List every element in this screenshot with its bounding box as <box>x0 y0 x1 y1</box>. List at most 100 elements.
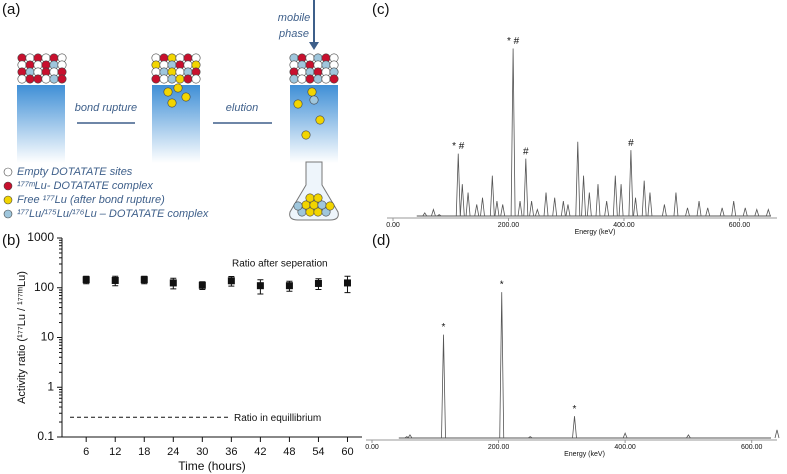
x-tick-label: 60 <box>341 446 353 458</box>
point <box>314 279 322 287</box>
particle <box>181 92 191 102</box>
point <box>82 276 90 284</box>
peak <box>647 192 653 217</box>
peak <box>595 184 601 217</box>
legend-label: ¹⁷⁷Lu/¹⁷⁵Lu/¹⁷⁶Lu – DOTATATE complex <box>17 208 209 220</box>
particle <box>305 193 315 203</box>
peak <box>422 212 428 217</box>
particle <box>313 193 323 203</box>
step-label: bond rupture <box>75 102 137 114</box>
particle <box>57 74 67 84</box>
annotation: Ratio after seperation <box>232 259 328 270</box>
particle <box>305 74 315 84</box>
legend-label: Free ¹⁷⁷Lu (after bond rupture) <box>17 194 165 206</box>
panel-label: (b) <box>2 232 20 249</box>
peak <box>407 434 413 439</box>
x-tick-label: 18 <box>138 446 150 458</box>
legend-label: Empty DOTATATE sites <box>17 166 133 178</box>
peak <box>696 200 702 217</box>
peak <box>673 192 679 217</box>
x-tick-label: 600.00 <box>729 222 751 229</box>
column <box>17 85 65 163</box>
point <box>227 277 235 285</box>
peak <box>633 197 638 217</box>
particle <box>321 74 331 84</box>
peak <box>517 200 523 217</box>
peak-annotation: * <box>573 404 577 415</box>
particle <box>173 83 183 93</box>
legend-swatch <box>3 209 13 219</box>
particle <box>307 87 317 97</box>
peak <box>543 192 549 217</box>
peak <box>494 200 500 217</box>
point <box>140 276 148 284</box>
peak <box>510 48 516 217</box>
point <box>256 282 264 290</box>
particle <box>33 74 43 84</box>
panel-label: (d) <box>372 232 390 249</box>
x-tick-label: 400.00 <box>614 444 636 451</box>
x-tick-label: 48 <box>283 446 295 458</box>
peak <box>489 175 495 217</box>
legend-swatch <box>3 195 13 205</box>
diagram: (a) bond rupture elution mobile phase Em… <box>2 0 339 221</box>
point <box>343 279 351 287</box>
peak-annotation: # <box>523 146 529 157</box>
peak <box>565 204 571 217</box>
x-tick-label: 42 <box>254 446 266 458</box>
step-label: elution <box>226 102 258 114</box>
particles <box>17 53 339 217</box>
y-tick-label: 10 <box>41 330 55 344</box>
peak <box>742 207 748 217</box>
particle <box>315 115 325 125</box>
reference-label: Ratio in equillibrium <box>234 413 321 424</box>
peak <box>500 204 506 217</box>
peak <box>719 207 725 217</box>
particle <box>297 74 307 84</box>
peak-annotation: # <box>628 138 634 149</box>
peak-annotation: * # <box>452 141 465 152</box>
particle <box>289 74 299 84</box>
particle <box>313 74 323 84</box>
legend-label: ¹⁷⁷ᵐLu- DOTATATE complex <box>17 180 153 192</box>
particle <box>25 74 35 84</box>
mobile-phase: mobile <box>278 12 310 24</box>
particle <box>183 74 193 84</box>
peak <box>705 207 711 217</box>
particle <box>17 74 27 84</box>
y-tick-label: 100 <box>34 280 54 294</box>
x-tick-label: 0.00 <box>386 222 400 229</box>
panel-label: (a) <box>2 1 20 18</box>
panel-label: (c) <box>372 1 390 18</box>
peak <box>560 200 566 217</box>
particle <box>163 87 173 97</box>
particle <box>329 74 339 84</box>
point <box>285 282 293 290</box>
peak <box>612 175 618 217</box>
point <box>198 281 206 289</box>
peak <box>641 180 647 217</box>
peak <box>523 158 529 217</box>
peak <box>441 334 446 439</box>
peak <box>455 153 461 217</box>
y-axis-label: Activity ratio (¹⁷⁷Lu / ¹⁷⁷ᵐLu) <box>16 271 28 404</box>
peak <box>774 429 780 439</box>
peak <box>465 192 471 217</box>
particle <box>309 95 319 105</box>
legend-swatch <box>3 167 13 177</box>
x-axis-label: Energy (keV) <box>575 229 616 236</box>
particle <box>293 99 303 109</box>
x-tick-label: 54 <box>312 446 324 458</box>
particle <box>175 74 185 84</box>
x-tick-label: 200.00 <box>498 222 520 229</box>
peak <box>474 204 480 217</box>
column <box>152 85 200 163</box>
particle <box>325 201 335 211</box>
particle <box>167 74 177 84</box>
peak <box>586 192 592 217</box>
particle <box>301 130 311 140</box>
legend-swatch <box>3 181 13 191</box>
point <box>169 279 177 287</box>
peak <box>459 184 465 217</box>
